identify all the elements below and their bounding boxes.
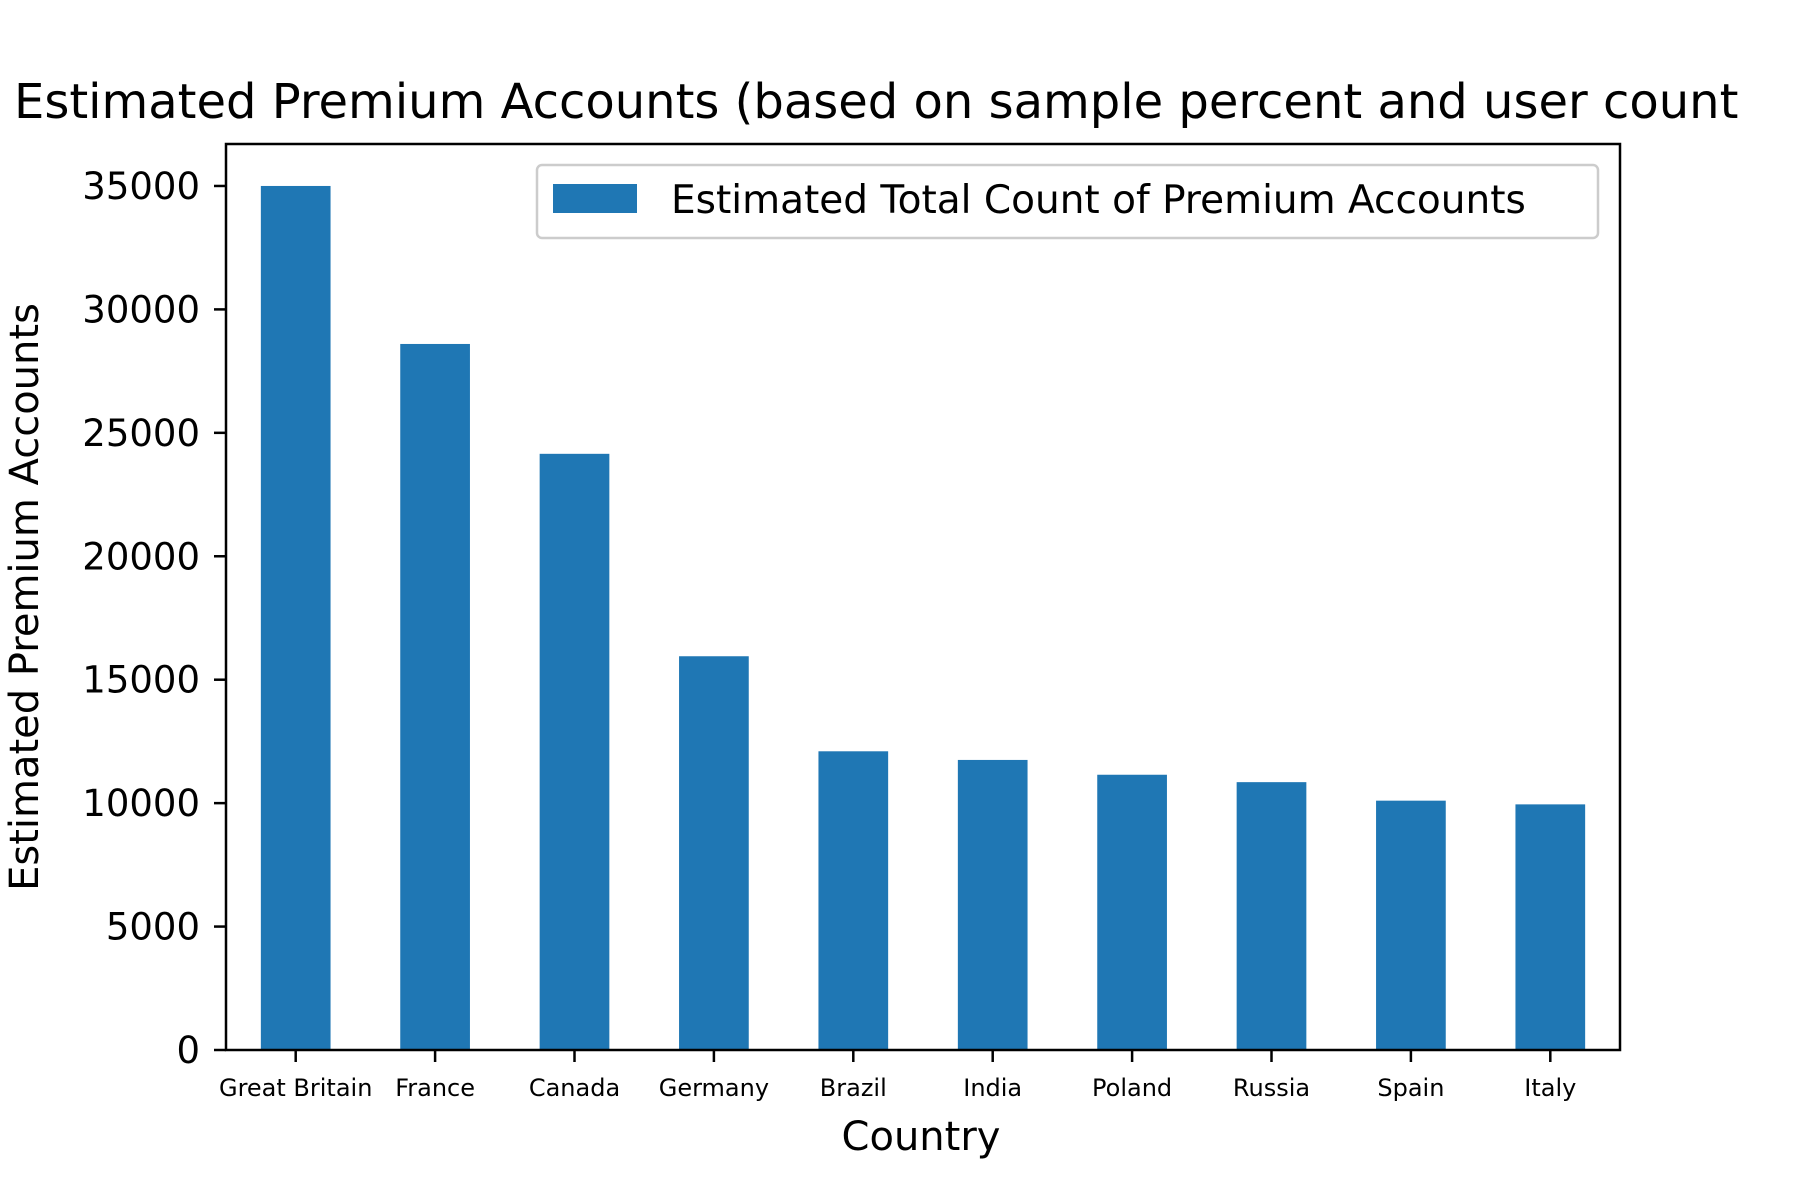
y-tick-label: 35000 — [82, 165, 200, 208]
x-axis: Great Britain France Canada Germany Brazil In… — [219, 1050, 1576, 1102]
y-axis-label: Estimated Premium Accounts — [2, 303, 48, 891]
y-tick-label: 30000 — [82, 288, 200, 331]
bar-brazil — [818, 751, 889, 1050]
x-tick-label: India — [963, 1074, 1022, 1102]
bar-canada — [539, 453, 610, 1050]
y-tick-label: 5000 — [106, 906, 200, 949]
x-tick-label: Poland — [1092, 1074, 1172, 1102]
y-tick-label: 10000 — [82, 782, 200, 825]
bar-great-britain — [260, 185, 331, 1051]
x-tick-label: Great Britain — [219, 1074, 372, 1102]
x-tick-label: Spain — [1377, 1074, 1444, 1102]
y-axis: 0 5000 10000 15000 20000 25000 30000 35000 — [82, 165, 226, 1072]
x-tick-label: Germany — [659, 1074, 769, 1102]
y-tick-label: 0 — [176, 1029, 200, 1072]
bar-italy — [1515, 804, 1586, 1050]
y-tick-label: 15000 — [82, 659, 200, 702]
bars-layer — [260, 185, 1586, 1051]
bar-russia — [1236, 782, 1307, 1050]
bar-germany — [679, 656, 749, 1050]
legend-box — [535, 163, 1600, 240]
chart-title: Estimated Premium Accounts (based on sam… — [14, 74, 1738, 130]
y-tick-label: 25000 — [82, 412, 200, 455]
x-tick-label: Canada — [529, 1074, 620, 1102]
legend-swatch — [553, 184, 637, 213]
plot-frame — [224, 142, 1622, 1052]
legend-entry: Estimated Total Count of Premium Account… — [671, 178, 1526, 223]
x-axis-label: Country — [842, 1114, 1001, 1160]
y-tick-label: 20000 — [82, 535, 200, 578]
x-tick-label: Italy — [1524, 1074, 1576, 1102]
bar-poland — [1097, 774, 1167, 1050]
bar-spain — [1376, 800, 1446, 1050]
x-tick-label: Brazil — [820, 1074, 887, 1102]
x-tick-label: Russia — [1233, 1074, 1310, 1102]
x-tick-label: France — [395, 1074, 475, 1102]
legend: Estimated Total Count of Premium Account… — [535, 163, 1600, 240]
bar-india — [957, 759, 1028, 1050]
bar-france — [400, 343, 470, 1050]
